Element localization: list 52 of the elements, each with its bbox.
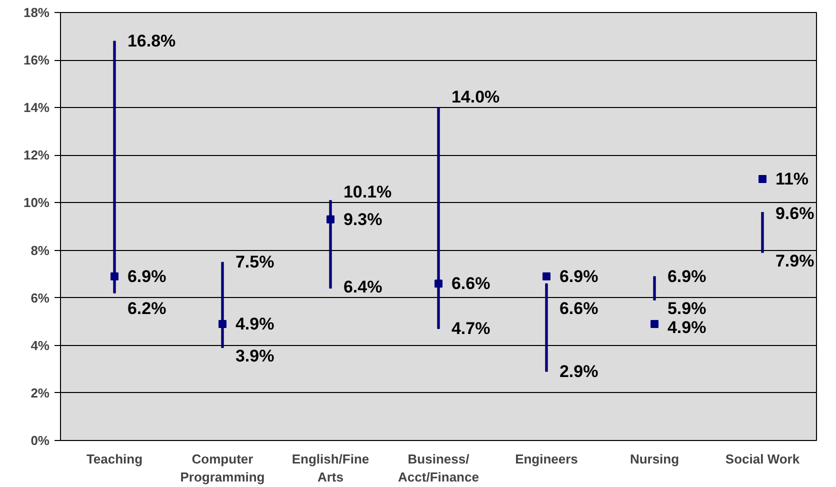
x-tick-label: Nursing: [630, 452, 680, 466]
x-tick-label: Computer Programming: [180, 452, 265, 484]
bar: [221, 262, 224, 348]
point: [110, 272, 118, 280]
annotation: 14.0%: [451, 87, 500, 106]
y-tick-label: 18%: [23, 5, 50, 20]
x-tick-label: Teaching: [86, 452, 143, 466]
y-tick-label: 14%: [23, 100, 50, 116]
point: [650, 320, 658, 328]
x-tick-label: Business/ Acct/Finance: [398, 452, 479, 484]
point: [326, 215, 334, 224]
y-tick-label: 0%: [30, 433, 50, 448]
annotation: 6.9%: [559, 266, 598, 286]
annotation: 6.4%: [343, 278, 382, 297]
annotation: 16.8%: [127, 32, 176, 51]
bar: [761, 212, 764, 253]
point: [218, 320, 226, 328]
x-tick-label: English/Fine Arts: [292, 452, 370, 484]
x-tick-label: Engineers: [515, 452, 578, 466]
annotation: 2.9%: [559, 362, 598, 382]
annotation: 4.9%: [235, 314, 274, 334]
bar: [113, 40, 116, 294]
bar: [545, 283, 548, 372]
x-tick-label: Social Work: [725, 452, 800, 466]
annotation: 6.6%: [559, 299, 598, 318]
annotation: 9.6%: [775, 204, 814, 223]
point: [758, 174, 766, 183]
annotation: 5.9%: [667, 299, 706, 318]
annotation: 6.2%: [127, 299, 166, 318]
y-tick-label: 10%: [23, 195, 50, 210]
annotation: 6.9%: [127, 266, 166, 286]
point: [434, 280, 442, 288]
annotation: 10.1%: [343, 182, 392, 202]
y-tick-label: 8%: [30, 242, 50, 258]
annotation: 4.9%: [667, 318, 706, 338]
bar: [329, 200, 332, 289]
annotation: 9.3%: [343, 210, 382, 229]
y-tick-label: 16%: [23, 52, 50, 68]
annotation: 11%: [775, 169, 809, 188]
y-tick-label: 4%: [30, 338, 50, 353]
annotation: 6.9%: [667, 266, 706, 286]
annotation: 4.7%: [451, 319, 490, 338]
bar: [653, 276, 656, 300]
y-tick-label: 2%: [30, 385, 50, 400]
y-tick-label: 12%: [23, 148, 50, 163]
y-tick-label: 6%: [30, 290, 50, 306]
annotation: 7.5%: [235, 252, 274, 272]
bar: [437, 107, 440, 329]
annotation: 3.9%: [235, 346, 274, 366]
annotation: 6.6%: [451, 274, 490, 294]
point: [542, 272, 550, 280]
annotation: 7.9%: [775, 251, 814, 270]
